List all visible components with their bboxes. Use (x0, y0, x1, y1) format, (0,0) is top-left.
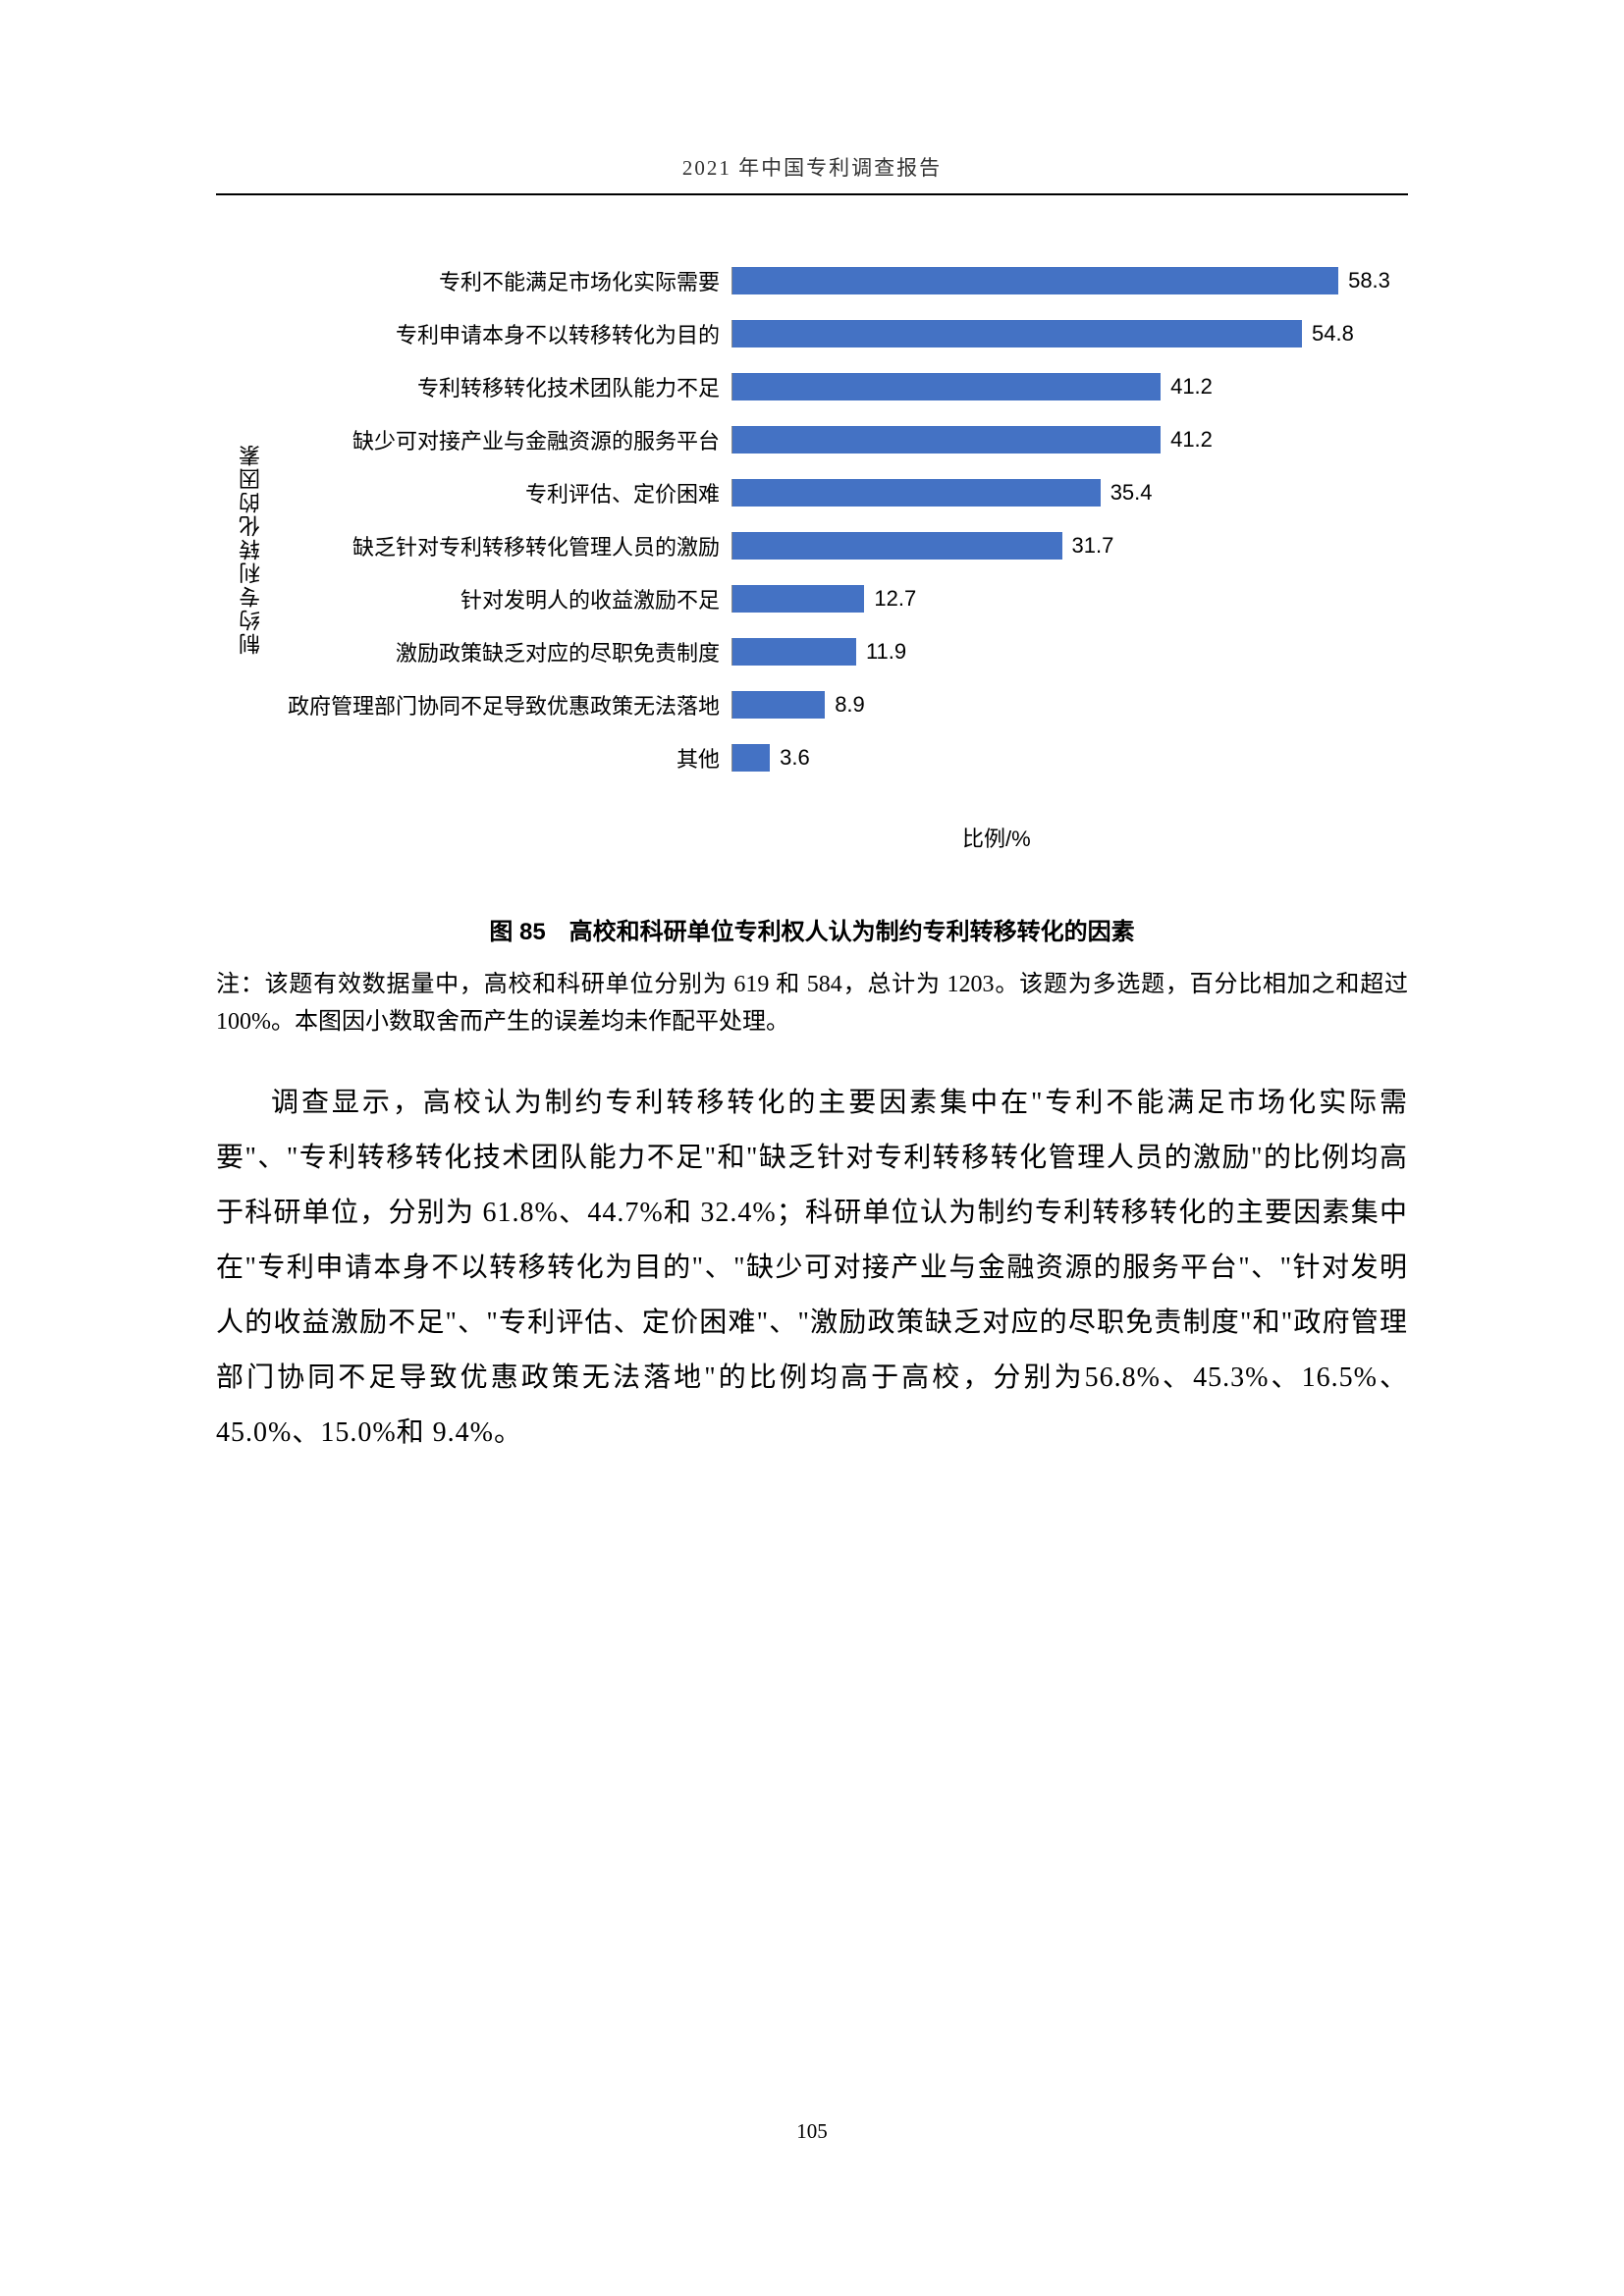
bar-chart: 制约专利转化的因素 专利不能满足市场化实际需要 58.3 专利申请本身不以转移转化为… (216, 244, 1408, 853)
bar-value: 8.9 (825, 692, 865, 718)
bar-label: 专利申请本身不以转移转化为目的 (280, 318, 731, 349)
header-rule (216, 193, 1408, 195)
bar-track: 54.8 (731, 320, 1408, 347)
bar-value: 41.2 (1161, 374, 1213, 400)
bar-fill (732, 532, 1062, 560)
bar-row: 缺少可对接产业与金融资源的服务平台 41.2 (280, 413, 1408, 466)
bar-fill (732, 479, 1101, 507)
bar-label: 针对发明人的收益激励不足 (280, 583, 731, 614)
bar-value: 41.2 (1161, 427, 1213, 453)
bar-label: 专利评估、定价困难 (280, 477, 731, 508)
bar-label: 专利不能满足市场化实际需要 (280, 265, 731, 296)
bar-label: 专利转移转化技术团队能力不足 (280, 371, 731, 402)
bar-label: 缺少可对接产业与金融资源的服务平台 (280, 424, 731, 455)
bar-label: 缺乏针对专利转移转化管理人员的激励 (280, 530, 731, 561)
bar-fill (732, 638, 856, 666)
bar-track: 31.7 (731, 532, 1408, 560)
bar-row: 专利转移转化技术团队能力不足 41.2 (280, 360, 1408, 413)
bar-row: 其他 3.6 (280, 731, 1408, 784)
bar-track: 12.7 (731, 585, 1408, 613)
header-title: 2021 年中国专利调查报告 (216, 152, 1408, 193)
bars-container: 专利不能满足市场化实际需要 58.3 专利申请本身不以转移转化为目的 54.8 专利转移… (280, 254, 1408, 784)
bar-value: 35.4 (1101, 480, 1153, 506)
bar-track: 35.4 (731, 479, 1408, 507)
bar-track: 11.9 (731, 638, 1408, 666)
bar-label: 政府管理部门协同不足导致优惠政策无法落地 (280, 689, 731, 721)
bar-value: 11.9 (856, 639, 906, 665)
bar-fill (732, 267, 1338, 294)
x-axis-label: 比例/% (962, 822, 1031, 853)
bar-value: 3.6 (770, 745, 810, 771)
page-number: 105 (0, 2119, 1624, 2144)
bar-row: 缺乏针对专利转移转化管理人员的激励 31.7 (280, 519, 1408, 572)
bar-row: 专利申请本身不以转移转化为目的 54.8 (280, 307, 1408, 360)
bar-row: 针对发明人的收益激励不足 12.7 (280, 572, 1408, 625)
figure-caption: 图 85 高校和科研单位专利权人认为制约专利转移转化的因素 (216, 912, 1408, 946)
bar-fill (732, 585, 864, 613)
bar-track: 58.3 (731, 267, 1408, 294)
bar-label: 激励政策缺乏对应的尽职免责制度 (280, 636, 731, 667)
bar-row: 激励政策缺乏对应的尽职免责制度 11.9 (280, 625, 1408, 678)
bar-track: 41.2 (731, 373, 1408, 400)
figure-note: 注：该题有效数据量中，高校和科研单位分别为 619 和 584，总计为 1203… (216, 966, 1408, 1041)
bar-track: 41.2 (731, 426, 1408, 454)
bar-fill (732, 744, 770, 772)
bar-fill (732, 320, 1302, 347)
bar-value: 31.7 (1062, 533, 1114, 559)
bar-label: 其他 (280, 742, 731, 774)
bar-value: 12.7 (864, 586, 916, 612)
body-paragraph: 调查显示，高校认为制约专利转移转化的主要因素集中在"专利不能满足市场化实际需要"… (216, 1076, 1408, 1461)
bar-fill (732, 691, 825, 719)
bar-row: 专利不能满足市场化实际需要 58.3 (280, 254, 1408, 307)
bar-value: 58.3 (1338, 268, 1390, 294)
bar-track: 8.9 (731, 691, 1408, 719)
page-content: 2021 年中国专利调查报告 制约专利转化的因素 专利不能满足市场化实际需要 58… (0, 0, 1624, 1461)
bar-row: 政府管理部门协同不足导致优惠政策无法落地 8.9 (280, 678, 1408, 731)
y-axis-title: 制约专利转化的因素 (236, 443, 267, 655)
bar-track: 3.6 (731, 744, 1408, 772)
bar-fill (732, 426, 1161, 454)
bar-fill (732, 373, 1161, 400)
bar-row: 专利评估、定价困难 35.4 (280, 466, 1408, 519)
bar-value: 54.8 (1302, 321, 1354, 347)
